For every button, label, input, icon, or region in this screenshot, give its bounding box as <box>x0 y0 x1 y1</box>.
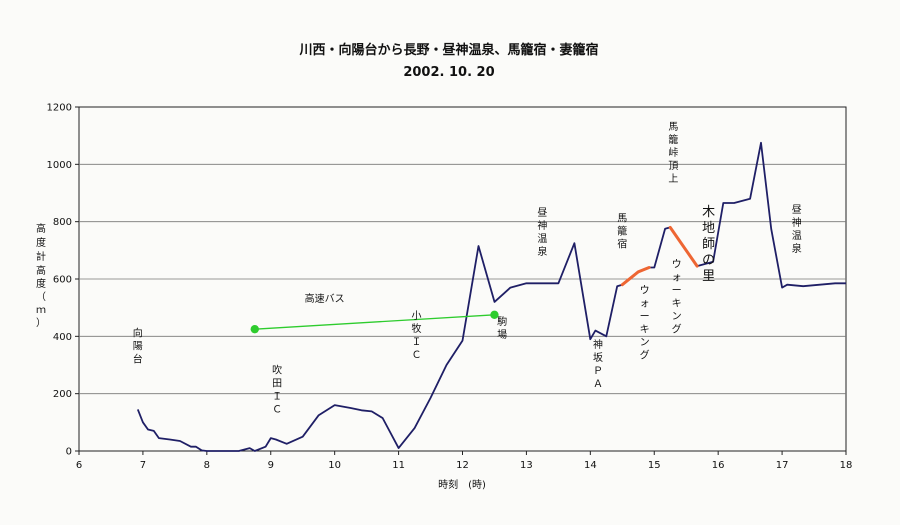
y-axis-ticks: 0 200 400 600 800 1000 1200 <box>47 103 79 458</box>
x-tick-label: 18 <box>840 460 853 471</box>
annotation-label: 馬籠宿 <box>617 213 627 251</box>
x-tick-label: 17 <box>776 460 789 471</box>
x-tick-label: 9 <box>268 460 274 471</box>
annotation-label: 向陽台 <box>133 326 143 365</box>
x-tick-label: 11 <box>392 460 405 471</box>
y-axis-title: 高度計高度（ｍ） <box>36 222 46 329</box>
series-layer: 高速バス <box>136 141 846 452</box>
annotation-label: 木地師の里 <box>702 205 715 284</box>
x-tick-label: 7 <box>140 460 146 471</box>
y-tick-label: 1000 <box>47 160 72 171</box>
bus-point <box>490 310 499 320</box>
y-axis-title-text: 高度計高度（ｍ） <box>36 222 46 329</box>
annotation-label: 昼神温泉 <box>792 204 802 255</box>
x-tick-label: 8 <box>204 460 210 471</box>
x-tick-label: 13 <box>520 460 533 471</box>
chart-subtitle: 2002. 10. 20 <box>403 65 494 80</box>
annotation-label: 吹田ＩＣ <box>272 364 282 416</box>
annotation-label: ウォーキング <box>672 259 682 336</box>
annotation-label: ウォーキング <box>640 284 650 361</box>
x-tick-label: 15 <box>648 460 661 471</box>
annotation-label: 神坂ＰＡ <box>593 338 603 390</box>
walking-segment <box>620 266 651 287</box>
y-tick-label: 400 <box>53 332 72 343</box>
bus-point <box>250 324 259 334</box>
y-tick-label: 1200 <box>47 103 72 114</box>
y-tick-label: 800 <box>53 217 72 228</box>
bus-label: 高速バス <box>305 292 345 305</box>
x-tick-label: 16 <box>712 460 725 471</box>
annotation-label: 馬籠峠頂上 <box>668 121 678 185</box>
x-axis-title: 時刻 (時) <box>438 478 486 491</box>
y-tick-label: 200 <box>53 389 72 400</box>
x-tick-label: 12 <box>456 460 469 471</box>
chart-title: 川西・向陽台から長野・昼神温泉、馬籠宿・妻籠宿 <box>298 42 598 58</box>
x-tick-label: 10 <box>328 460 341 471</box>
annotation-label: 小牧ＩＣ <box>411 310 421 361</box>
y-tick-label: 600 <box>53 275 72 286</box>
x-axis-ticks: 6 7 8 9 10 11 12 13 14 15 16 17 18 <box>76 451 853 471</box>
bus-line <box>254 314 495 330</box>
annotation-label: 昼神温泉 <box>537 207 547 258</box>
gridlines <box>79 163 846 395</box>
x-tick-label: 6 <box>76 460 82 471</box>
altitude-line <box>136 141 846 452</box>
walking-segment <box>668 225 699 268</box>
annotation-label: 駒場 <box>497 316 507 341</box>
x-tick-label: 14 <box>584 460 597 471</box>
y-tick-label: 0 <box>66 447 72 458</box>
